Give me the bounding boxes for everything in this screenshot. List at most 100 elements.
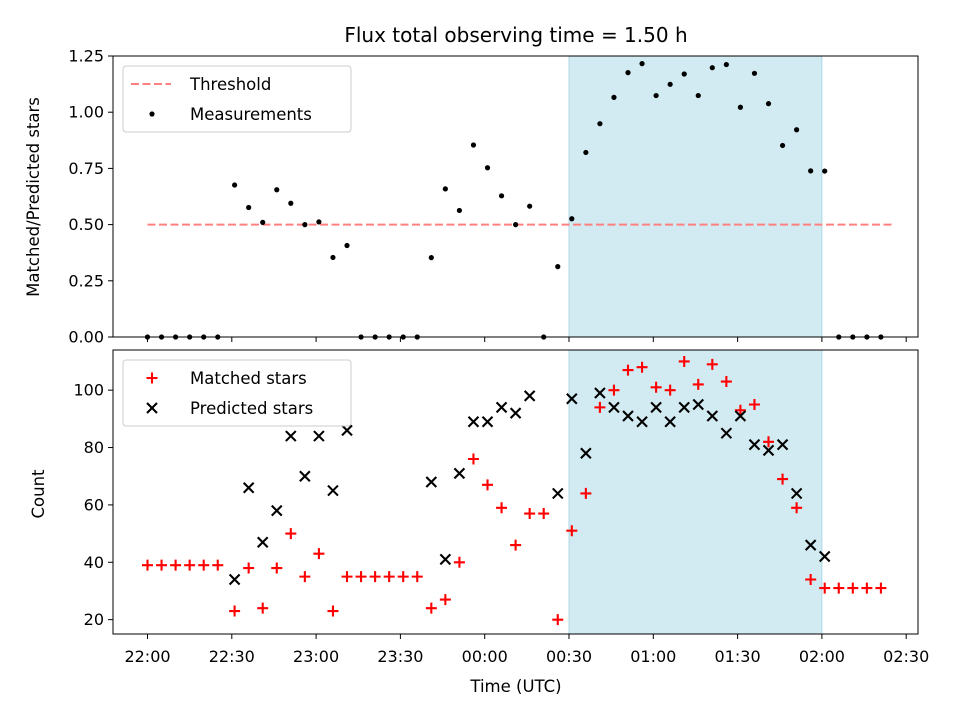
data-point bbox=[566, 525, 578, 537]
data-point-stroke bbox=[313, 430, 325, 442]
data-point bbox=[467, 453, 479, 465]
data-point-stroke bbox=[594, 387, 606, 399]
data-point bbox=[678, 355, 690, 367]
data-point bbox=[257, 602, 269, 614]
data-point bbox=[765, 101, 772, 107]
data-point-stroke bbox=[453, 467, 466, 480]
data-point bbox=[636, 361, 648, 373]
data-point-stroke bbox=[622, 410, 634, 422]
data-point bbox=[636, 415, 648, 428]
data-point bbox=[737, 104, 744, 110]
data-point bbox=[467, 415, 480, 428]
data-point-stroke bbox=[790, 487, 803, 500]
data-point bbox=[274, 187, 280, 193]
data-point-stroke bbox=[833, 582, 845, 594]
data-point-stroke bbox=[439, 553, 452, 566]
data-point bbox=[156, 559, 168, 571]
x-tick-label: 00:30 bbox=[546, 647, 592, 666]
data-point-stroke bbox=[608, 401, 620, 414]
data-point-stroke bbox=[256, 536, 269, 548]
data-point-stroke bbox=[481, 415, 494, 428]
data-point bbox=[341, 424, 353, 437]
data-point bbox=[442, 186, 448, 192]
plot-frame bbox=[112, 349, 919, 635]
data-point-stroke bbox=[495, 401, 508, 414]
data-point bbox=[552, 487, 564, 500]
y-tick-label: 1.25 bbox=[68, 47, 104, 66]
shaded-region bbox=[569, 56, 822, 337]
data-point bbox=[482, 479, 494, 491]
data-point bbox=[692, 398, 705, 411]
legend-marker-swatch-stroke bbox=[146, 402, 158, 414]
data-point-stroke bbox=[156, 559, 168, 571]
data-point-stroke bbox=[397, 571, 409, 583]
data-point bbox=[470, 142, 477, 148]
data-point-stroke bbox=[664, 384, 676, 396]
data-point-stroke bbox=[243, 562, 255, 574]
legend-marker-swatch bbox=[146, 372, 158, 384]
data-point-stroke bbox=[552, 614, 564, 626]
data-point bbox=[552, 614, 564, 626]
data-point bbox=[313, 548, 325, 560]
legend-marker-swatch-stroke bbox=[146, 372, 158, 384]
data-point-stroke bbox=[383, 571, 395, 583]
y-tick-label: 1.00 bbox=[68, 103, 104, 122]
data-point bbox=[327, 605, 339, 617]
data-point-stroke bbox=[411, 571, 423, 583]
data-point bbox=[650, 401, 662, 414]
data-point bbox=[453, 467, 466, 480]
data-point-stroke bbox=[341, 424, 353, 437]
x-tick-label: 22:00 bbox=[124, 647, 170, 666]
data-point bbox=[425, 476, 438, 488]
data-point bbox=[327, 484, 339, 497]
data-point-stroke bbox=[636, 415, 648, 428]
data-point bbox=[256, 536, 269, 548]
data-point bbox=[608, 401, 620, 414]
data-point bbox=[509, 407, 522, 419]
data-point-stroke bbox=[510, 539, 522, 551]
data-point-stroke bbox=[678, 401, 690, 414]
data-point-stroke bbox=[523, 390, 536, 402]
data-point bbox=[411, 571, 423, 583]
data-point bbox=[791, 502, 803, 514]
data-point bbox=[847, 582, 859, 594]
data-point-stroke bbox=[580, 447, 592, 460]
data-point bbox=[808, 168, 814, 174]
data-point-stroke bbox=[341, 571, 353, 583]
data-point bbox=[299, 470, 311, 482]
data-point-stroke bbox=[720, 427, 733, 439]
data-point bbox=[622, 364, 634, 376]
y-tick-label: 60 bbox=[84, 495, 104, 514]
data-point-stroke bbox=[776, 438, 789, 451]
data-point-stroke bbox=[198, 559, 210, 571]
data-point bbox=[229, 605, 241, 617]
data-point bbox=[667, 81, 673, 87]
data-point-stroke bbox=[805, 573, 817, 585]
bottom-y-axis-label: Count bbox=[29, 469, 48, 519]
data-point-stroke bbox=[594, 401, 606, 413]
data-point bbox=[184, 559, 196, 571]
data-point bbox=[484, 165, 491, 171]
data-point bbox=[720, 376, 732, 388]
data-point-stroke bbox=[425, 476, 438, 488]
data-point bbox=[313, 430, 325, 442]
legend-marker-swatch bbox=[149, 111, 155, 117]
data-point bbox=[580, 487, 592, 499]
data-point-stroke bbox=[664, 415, 676, 428]
data-point bbox=[580, 447, 592, 460]
x-tick-label: 22:30 bbox=[209, 647, 255, 666]
data-point-stroke bbox=[650, 381, 662, 393]
data-point bbox=[285, 430, 297, 442]
data-point bbox=[228, 573, 241, 586]
plot-frame bbox=[112, 55, 919, 338]
data-point bbox=[678, 401, 690, 414]
y-tick-label: 100 bbox=[73, 381, 104, 400]
data-point-stroke bbox=[777, 473, 789, 485]
data-point bbox=[271, 504, 283, 517]
legend: Threshold Measurements bbox=[122, 65, 352, 133]
data-point-stroke bbox=[212, 559, 224, 571]
data-point-stroke bbox=[650, 401, 662, 414]
data-point-stroke bbox=[229, 605, 241, 617]
data-point-stroke bbox=[142, 559, 153, 571]
data-point bbox=[383, 571, 395, 583]
